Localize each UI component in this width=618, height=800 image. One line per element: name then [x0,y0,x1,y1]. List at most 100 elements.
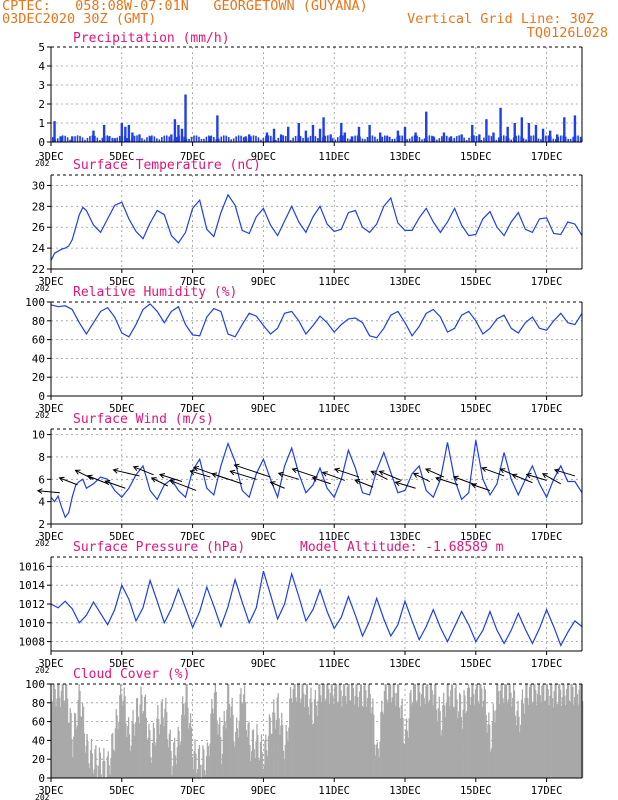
cloud-bar [159,724,162,778]
cloud-bar [434,684,436,778]
cloud-bar [193,751,195,778]
cloud-bar [336,702,339,778]
precip-bar [279,136,282,142]
precip-bar [64,135,66,142]
x-tick-label: 13DEC [389,403,421,415]
precip-bar [120,123,123,142]
year-stub: 202 [35,539,50,548]
cloud-bar [492,703,494,778]
cloud-bar [289,687,292,778]
cloud-bar [206,742,209,778]
cloud-bar [83,733,86,778]
panel-title: Relative Humidity (%) [73,285,237,300]
cloud-bar [538,684,540,778]
cloud-bar [578,689,580,778]
precip-bar [525,139,527,142]
precip-bar [131,132,134,142]
precip-bar [244,136,247,142]
cloud-bar [213,692,216,778]
cloud-bar [403,743,405,778]
cloud-bar [221,753,224,778]
cloud-bar [171,775,173,778]
cloud-bar [263,765,265,778]
cloud-bar [508,684,510,778]
precip-bar [572,136,574,142]
precip-bar [302,137,304,142]
cloud-bar [252,729,255,778]
cloud-bar [244,702,247,778]
cloud-bar [374,744,376,778]
cloud-bar [275,720,278,778]
cloud-bar [220,764,223,778]
cloud-bar [181,714,183,778]
x-tick-label: 17DEC [531,403,563,415]
cloud-bar [573,704,575,778]
x-tick-label: 11DEC [318,403,350,415]
x-tick-label: 9DEC [251,531,276,543]
cloud-bar [580,684,582,778]
cloud-bar [566,688,568,778]
cloud-bar [281,712,283,778]
cloud-bar [545,684,547,778]
cloud-bar [74,713,77,778]
cloud-bar [247,723,249,778]
precip-bar [515,135,517,142]
precip-bar [272,128,276,142]
precip-bar [118,135,121,142]
cloud-bar [88,763,90,778]
cloud-bar [330,684,332,778]
wind-arrowhead [277,471,284,478]
cloud-bar [87,741,89,778]
cloud-bar [346,687,348,778]
cloud-bar [196,773,198,778]
precip-bar [267,135,270,142]
x-tick-label: 3DEC [38,403,63,415]
wind-arrowhead [499,468,506,474]
cloud-bar [243,685,246,778]
cloud-bar [363,686,365,778]
cloud-bar [487,724,489,778]
precip-bar [465,139,468,142]
cloud-bar [175,764,178,778]
y-tick-label: 40 [32,734,45,747]
cloud-bar [402,718,404,778]
precip-bar [99,140,101,142]
cloud-bar [477,700,479,778]
cloud-bar [490,748,493,778]
precip-bar [413,135,416,142]
cloud-bar [146,740,148,778]
precip-bar [294,135,297,142]
precip-bar [91,135,94,142]
precip-bar [547,135,550,142]
cloud-bar [243,694,245,778]
cloud-bar [166,711,168,778]
cloud-bar [288,727,290,778]
cloud-bar [450,690,452,778]
precip-bar [282,135,285,142]
precip-bar [349,139,351,142]
cloud-bar [439,711,441,778]
cloud-bar [572,687,574,778]
cloud-bar [319,684,321,778]
cloud-bar [323,684,325,778]
cloud-bar [225,728,227,778]
cloud-bar [558,684,561,778]
cloud-bar [311,702,313,778]
precip-bar [473,135,475,142]
wind-arrowhead [311,476,318,482]
cloud-bar [291,702,294,778]
x-tick-label: 9DEC [251,276,276,288]
precip-bar [384,135,386,142]
x-tick-label: 5DEC [109,276,134,288]
cloud-bar [168,733,170,778]
precip-bar [418,137,421,142]
wind-arrowhead [159,473,165,479]
cloud-bar [343,684,345,778]
precip-bar [111,137,114,142]
x-tick-label: 15DEC [460,658,492,670]
precip-bar [289,140,292,142]
cloud-bar [494,722,496,778]
wind-vector [379,470,402,481]
precip-bar [403,136,406,142]
precip-bar [113,139,116,142]
